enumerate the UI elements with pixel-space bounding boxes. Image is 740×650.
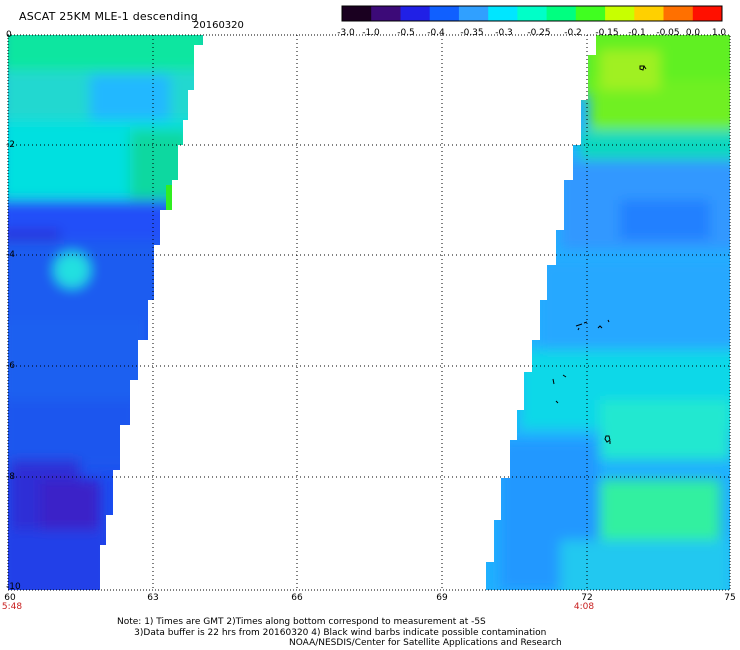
colorbar-segment [605,6,635,21]
y-tick-label: -4 [6,250,15,260]
colorbar-label: -0.15 [595,28,619,38]
y-tick-label: -6 [6,361,15,371]
map-date: 20160320 [193,20,244,31]
colorbar-segment [342,6,372,21]
left-swath [8,35,203,590]
colorbar-segment [400,6,431,21]
contamination-barbs [552,65,647,444]
y-tick-label: -10 [6,582,21,592]
colorbar-segment [458,6,489,21]
colorbar-segment [692,6,723,21]
x-tick-label: 66 [291,593,303,603]
colorbar-label: -0.05 [656,28,680,38]
right-swath [486,35,730,590]
colorbar [341,5,723,22]
y-tick-label: 0 [6,30,12,40]
colorbar-label: -0.3 [495,28,513,38]
colorbar-label: -0.1 [628,28,646,38]
colorbar-segment [575,6,606,21]
colorbar-label: -0.2 [564,28,582,38]
colorbar-border [341,5,723,22]
colorbar-label: -0.35 [460,28,484,38]
colorbar-segment [488,6,518,21]
colorbar-segment [371,6,401,21]
x-tick-label: 63 [147,593,159,603]
colorbar-label: -0.4 [427,28,445,38]
colorbar-segment [546,6,577,21]
colorbar-segment [429,6,460,21]
x-tick-label: 60 [4,593,16,603]
y-tick-label: -2 [6,140,15,150]
colorbar-segment [634,6,664,21]
credit-line: NOAA/NESDIS/Center for Satellite Applica… [289,638,562,648]
time-label-right: 4:08 [573,602,595,612]
colorbar-segment [517,6,548,21]
colorbar-label: -3.0 [337,28,355,38]
colorbar-label: -1.0 [362,28,380,38]
footnote-line: 3)Data buffer is 22 hrs from 20160320 4)… [117,627,547,638]
time-label-left: 5:48 [1,602,23,612]
y-tick-label: -8 [6,472,15,482]
colorbar-label: 0.0 [685,28,701,38]
colorbar-label: -0.5 [397,28,415,38]
map-frame [7,34,731,591]
x-tick-label: 75 [724,593,736,603]
footnote: Note: 1) Times are GMT 2)Times along bot… [117,617,546,638]
colorbar-label: -0.25 [527,28,551,38]
colorbar-segment [663,6,694,21]
grid-lines [8,35,730,590]
x-tick-label: 69 [436,593,448,603]
map-title: ASCAT 25KM MLE-1 descending [19,10,198,23]
x-tick-label: 72 [581,593,593,603]
colorbar-label: 1.0 [711,28,727,38]
footnote-line: Note: 1) Times are GMT 2)Times along bot… [117,617,486,627]
